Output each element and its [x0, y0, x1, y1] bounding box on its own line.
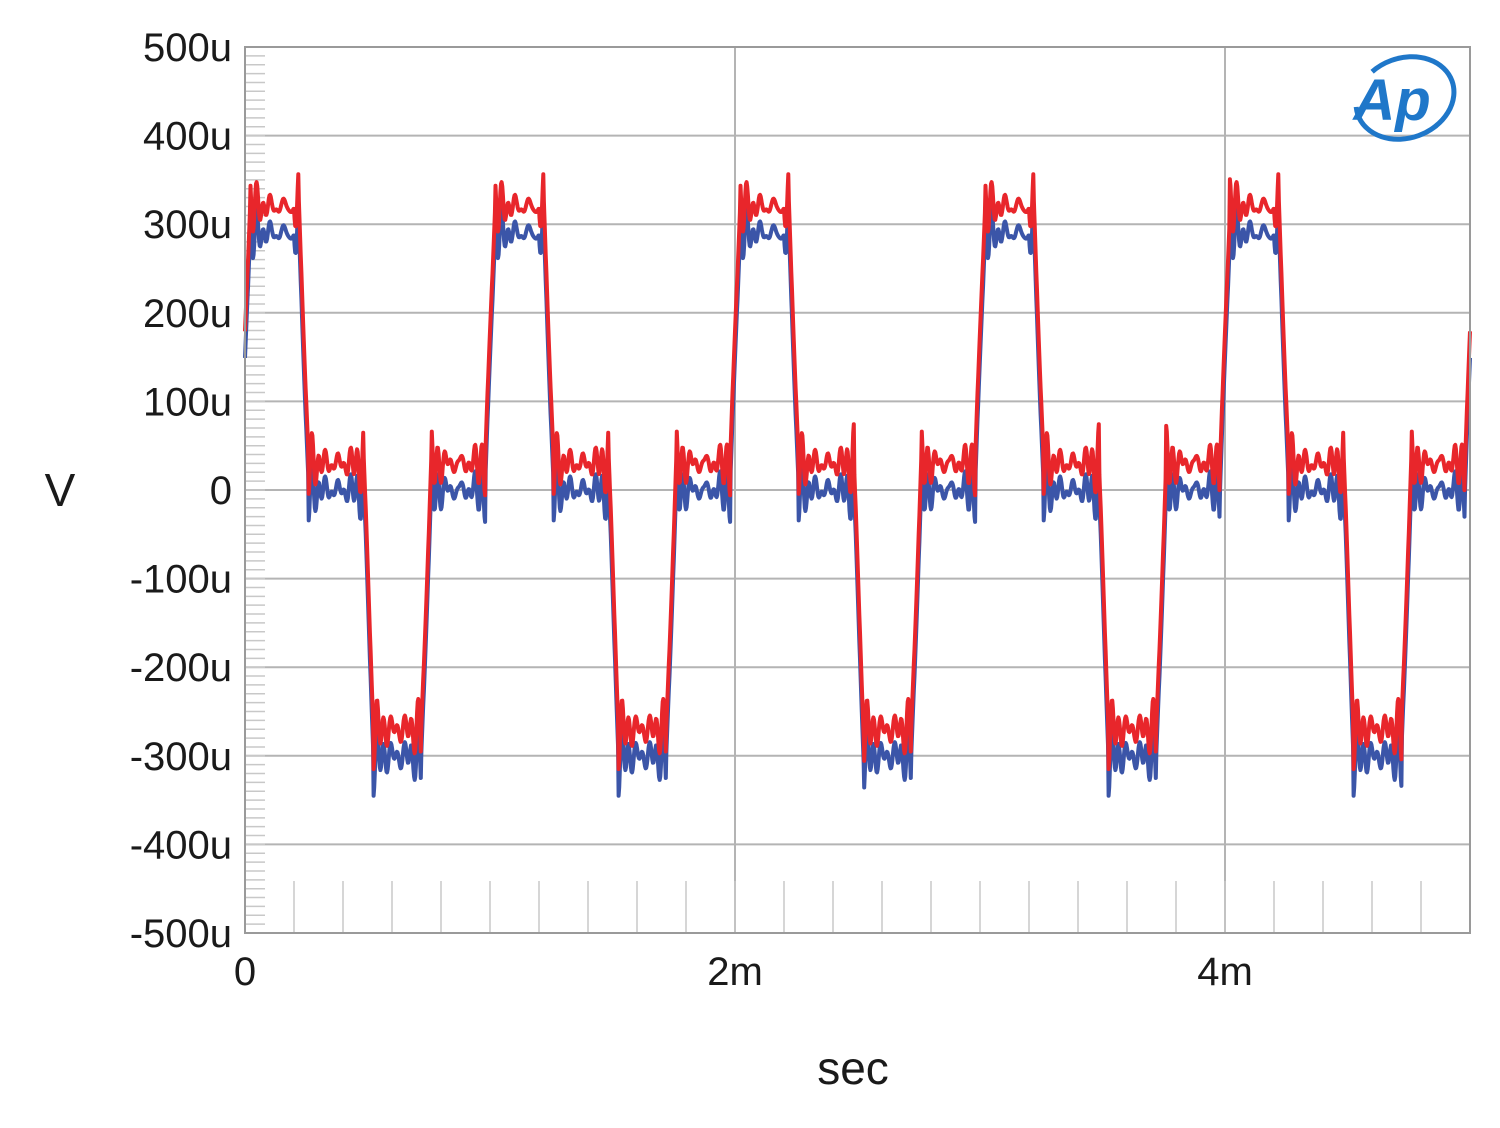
- y-tick-label: 100u: [143, 380, 232, 424]
- x-tick-label: 2m: [707, 950, 763, 994]
- y-tick-label: -100u: [130, 558, 232, 602]
- y-tick-labels: 500u 400u 300u 200u 100u 0 -100u -200u -300u -400…: [130, 26, 232, 956]
- ap-logo-text: Ap: [1351, 68, 1430, 133]
- y-tick-label: 400u: [143, 115, 232, 159]
- x-tick-label: 0: [234, 950, 256, 994]
- x-axis-label: sec: [817, 1042, 889, 1094]
- y-tick-label: -400u: [130, 823, 232, 867]
- y-axis-label: V: [45, 464, 76, 516]
- ap-logo: Ap: [1351, 54, 1457, 142]
- y-tick-label: 500u: [143, 26, 232, 70]
- plot-frame: [244, 46, 1471, 934]
- y-tick-label: -300u: [130, 735, 232, 779]
- y-tick-label: -500u: [130, 912, 232, 956]
- x-tick-label: 4m: [1197, 950, 1253, 994]
- minor-ticks: [245, 55, 1422, 933]
- y-tick-label: 200u: [143, 292, 232, 336]
- series-line-2: [243, 172, 1472, 772]
- y-tick-label: 300u: [143, 203, 232, 247]
- ap-logo-swoosh: [1353, 54, 1457, 142]
- x-tick-labels: 0 2m 4m: [234, 950, 1253, 994]
- y-tick-label: 0: [210, 469, 232, 513]
- series-layer: [243, 172, 1472, 798]
- y-tick-label: -200u: [130, 646, 232, 690]
